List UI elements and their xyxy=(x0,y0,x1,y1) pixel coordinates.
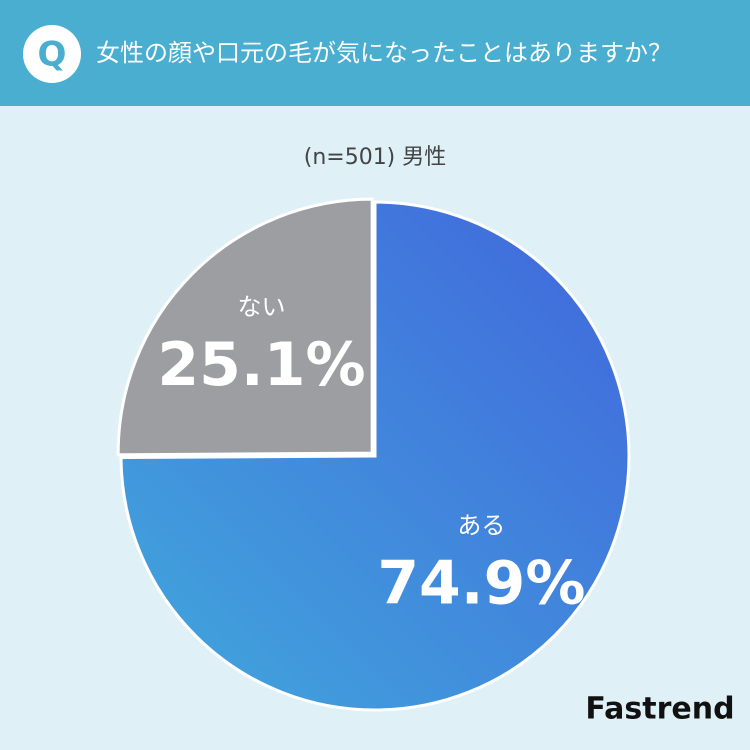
value-label: 25.1% xyxy=(157,330,365,400)
value-label: 74.9% xyxy=(377,548,585,618)
badge xyxy=(23,25,81,83)
pie-slice xyxy=(116,197,374,457)
subtitle: (n=501) 男性 xyxy=(304,145,447,170)
badge-text: Q xyxy=(38,35,67,75)
header xyxy=(0,0,750,106)
brand: Fastrend xyxy=(585,692,734,727)
slice-label: ない xyxy=(238,293,286,321)
pie: ある 74.9% ない 25.1% xyxy=(116,197,631,712)
slice-label: ある xyxy=(457,512,505,540)
chart-title: 女性の顔や口元の毛が気になったことはありますか？ xyxy=(96,39,672,67)
pie-slice xyxy=(119,200,631,712)
